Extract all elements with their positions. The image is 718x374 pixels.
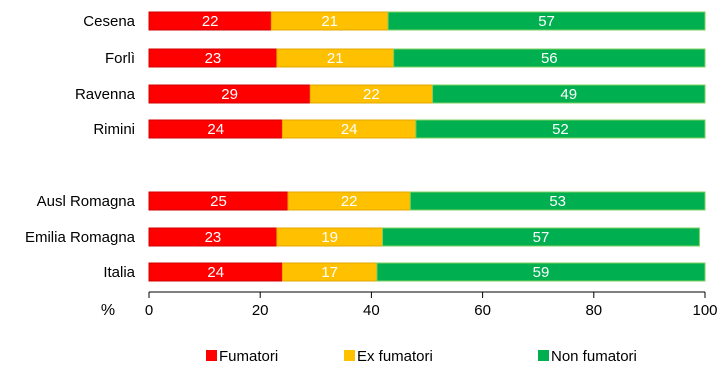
category-label: Ravenna <box>75 86 136 103</box>
bar-value-label: 22 <box>341 193 358 210</box>
bar-value-label: 29 <box>221 86 238 103</box>
bar-value-label: 57 <box>533 229 550 246</box>
legend-label: Fumatori <box>219 348 278 365</box>
x-tick-label: 100 <box>692 302 717 319</box>
bar-value-label: 56 <box>541 50 558 67</box>
category-label: Forlì <box>105 50 135 67</box>
bar-value-label: 52 <box>552 121 569 138</box>
category-label: Ausl Romagna <box>37 193 136 210</box>
x-axis-unit: % <box>101 302 115 319</box>
bar-segment-non-fumatori <box>382 227 700 247</box>
bar-value-label: 57 <box>538 13 555 30</box>
legend-swatch <box>206 350 217 361</box>
bars-layer: 22 21 57 23 21 56 29 22 49 24 24 52 25 22 53 23 19 57 24 17… <box>148 11 706 282</box>
bar-value-label: 21 <box>327 50 344 67</box>
x-tick-label: 20 <box>252 302 269 319</box>
x-axis: 0 20 40 60 80 100% <box>101 291 718 319</box>
x-tick-label: 0 <box>145 302 153 319</box>
bar-segment-non-fumatori <box>432 84 706 104</box>
category-label: Emilia Romagna <box>25 229 136 246</box>
bar-value-label: 22 <box>202 13 219 30</box>
bar-segment-non-fumatori <box>409 191 706 211</box>
x-tick-label: 40 <box>363 302 380 319</box>
bar-value-label: 59 <box>533 264 550 281</box>
category-labels: Cesena Forlì Ravenna Rimini Ausl Romagna Emil… <box>25 13 136 281</box>
bar-value-label: 49 <box>560 86 577 103</box>
x-tick-label: 60 <box>474 302 491 319</box>
legend-swatch <box>538 350 549 361</box>
bar-value-label: 17 <box>321 264 338 281</box>
legend-label: Non fumatori <box>551 348 637 365</box>
category-label: Italia <box>103 264 135 281</box>
bar-value-label: 24 <box>207 121 224 138</box>
bar-value-label: 24 <box>341 121 358 138</box>
category-label: Cesena <box>83 13 135 30</box>
bar-segment-non-fumatori <box>376 262 706 282</box>
category-label: Rimini <box>93 121 135 138</box>
bar-value-label: 21 <box>321 13 338 30</box>
bar-value-label: 24 <box>207 264 224 281</box>
bar-segment-non-fumatori <box>393 48 706 68</box>
bar-segment-non-fumatori <box>387 11 706 31</box>
bar-value-label: 23 <box>205 50 222 67</box>
legend-swatch <box>344 350 355 361</box>
bar-value-label: 22 <box>363 86 380 103</box>
bar-value-label: 23 <box>205 229 222 246</box>
legend: Fumatori Ex fumatori Non fumatori <box>206 348 637 365</box>
x-tick-label: 80 <box>585 302 602 319</box>
bar-value-label: 19 <box>321 229 338 246</box>
bar-value-label: 53 <box>549 193 566 210</box>
bar-segment-non-fumatori <box>415 119 706 139</box>
legend-label: Ex fumatori <box>357 348 433 365</box>
bar-value-label: 25 <box>210 193 227 210</box>
